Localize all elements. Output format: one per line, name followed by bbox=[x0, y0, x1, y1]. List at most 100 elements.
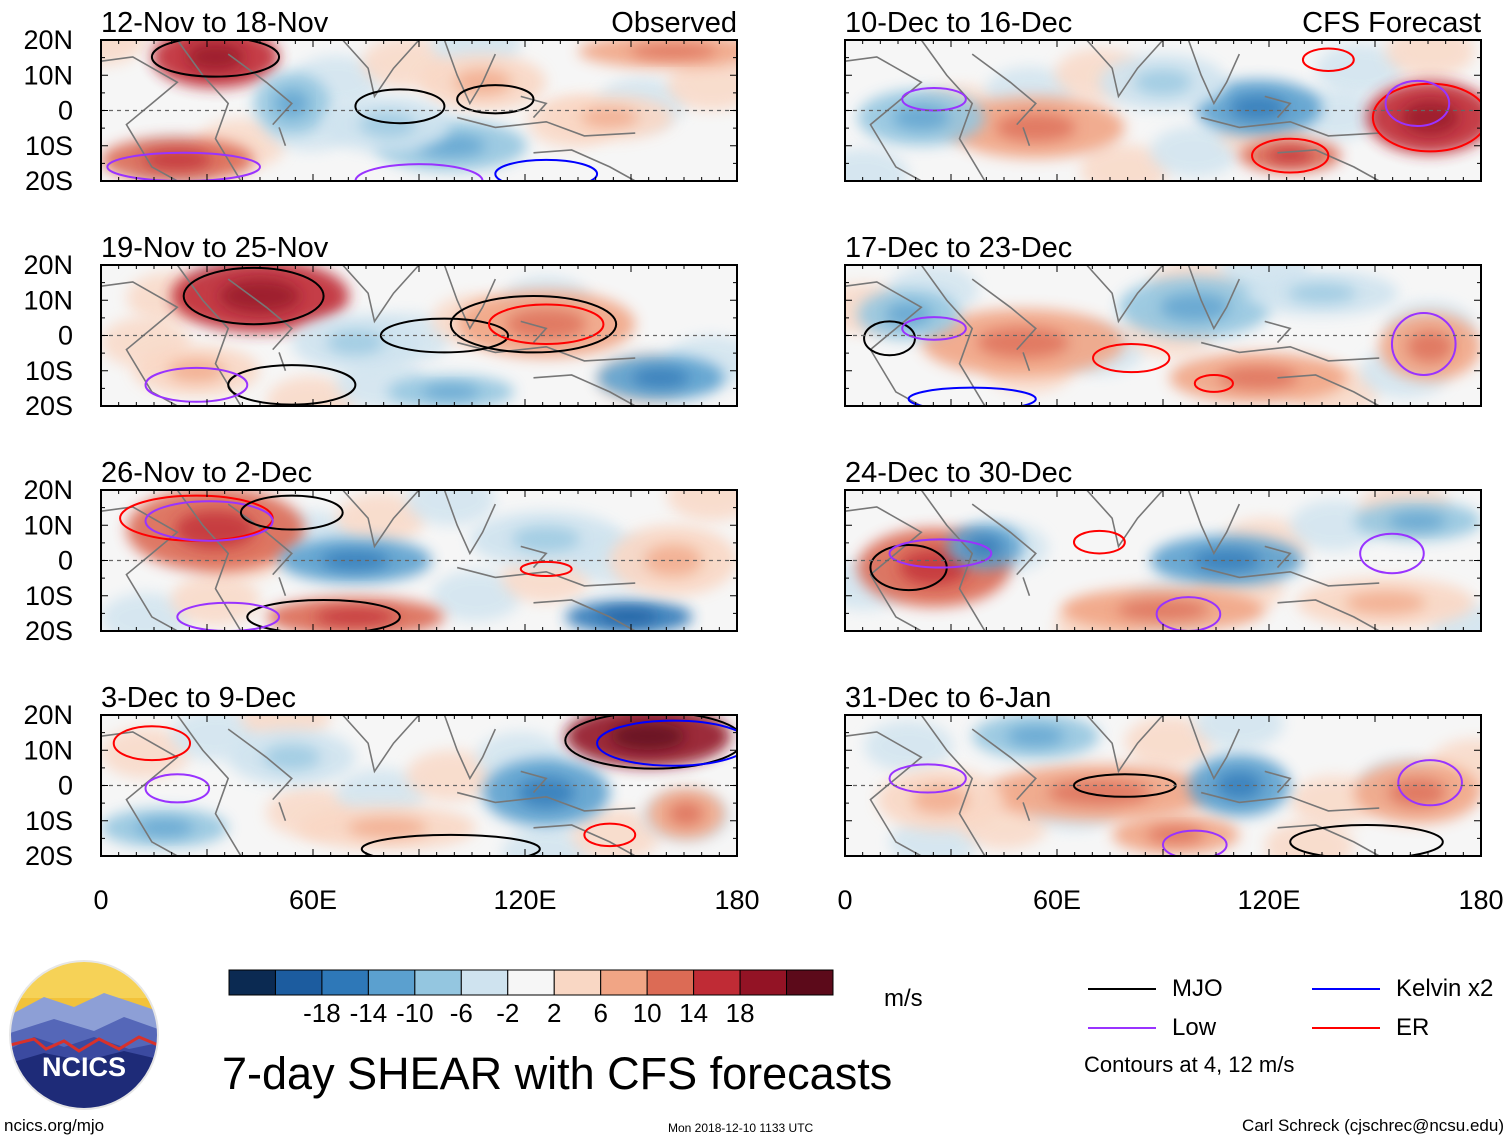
y-tick-label: 0 bbox=[58, 96, 73, 126]
colorbar-label: 18 bbox=[726, 998, 755, 1028]
y-tick-label: 20N bbox=[23, 250, 73, 280]
legend-swatch-kelvin bbox=[1312, 988, 1380, 990]
colorbar-label: -14 bbox=[350, 998, 388, 1028]
panel-title: 3-Dec to 9-Dec bbox=[101, 682, 296, 714]
x-tick-label: 180 bbox=[1458, 885, 1503, 915]
column-label-observed: Observed bbox=[611, 7, 737, 39]
colorbar-label: -18 bbox=[303, 998, 341, 1028]
contour-low bbox=[144, 366, 249, 403]
colorbar-swatch bbox=[228, 969, 276, 996]
x-tick-label: 0 bbox=[837, 885, 852, 915]
contour-note: Contours at 4, 12 m/s bbox=[1084, 1052, 1295, 1077]
panel-1: 20N 10N 0 10S 20S 12-Nov to 18-Nov Observed bbox=[23, 7, 738, 196]
legend-item-mjo: MJO bbox=[1088, 975, 1223, 1003]
legend-swatch-er bbox=[1312, 1027, 1380, 1029]
coastline bbox=[101, 715, 636, 856]
panel-7: 24-Dec to 30-Dec bbox=[844, 457, 1482, 632]
coastline bbox=[845, 40, 1380, 181]
y-tick-label: 20N bbox=[23, 475, 73, 505]
contour-mjo bbox=[150, 40, 281, 78]
contour-low bbox=[1384, 79, 1451, 128]
contour-er bbox=[112, 725, 192, 762]
panel-6: 17-Dec to 23-Dec bbox=[844, 232, 1482, 407]
panel-title: 10-Dec to 16-Dec bbox=[845, 7, 1072, 39]
contour-er bbox=[1092, 342, 1171, 374]
column-label-forecast: CFS Forecast bbox=[1302, 7, 1481, 39]
contour-mjo bbox=[239, 494, 344, 531]
panel-title: 26-Nov to 2-Dec bbox=[101, 457, 312, 489]
contour-er bbox=[519, 560, 573, 578]
contour-low bbox=[1155, 596, 1222, 631]
anomaly-field bbox=[101, 265, 737, 406]
panel-5: 10-Dec to 16-Dec CFS Forecast bbox=[844, 7, 1482, 182]
contour-low bbox=[1397, 759, 1463, 807]
y-tick-label: 10S bbox=[25, 806, 73, 836]
y-tick-label: 20N bbox=[23, 25, 73, 55]
colorbar-swatch bbox=[600, 969, 648, 996]
y-tick-label: 0 bbox=[58, 771, 73, 801]
colorbar-label: -6 bbox=[450, 998, 473, 1028]
y-tick-label: 10N bbox=[23, 510, 73, 540]
contour-mjo bbox=[354, 88, 446, 125]
panel-title: 12-Nov to 18-Nov bbox=[101, 7, 329, 39]
contour-mjo bbox=[246, 598, 401, 631]
panel-title: 31-Dec to 6-Jan bbox=[845, 682, 1051, 714]
x-tick-label: 180 bbox=[714, 885, 759, 915]
contour-er bbox=[583, 822, 637, 848]
panel-4: 20N 10N 0 10S 20S 3-Dec to 9-Dec bbox=[23, 682, 738, 871]
footer-url: ncics.org/mjo bbox=[4, 1116, 105, 1135]
y-tick-label: 10S bbox=[25, 581, 73, 611]
footer-credit: Carl Schreck (cjschrec@ncsu.edu) bbox=[1242, 1116, 1504, 1135]
contour-mjo bbox=[360, 833, 541, 856]
anomaly-field bbox=[845, 715, 1481, 856]
contour-er bbox=[487, 303, 605, 345]
contour-mjo bbox=[182, 266, 325, 326]
legend-label-kelvin: Kelvin x2 bbox=[1396, 975, 1494, 1002]
legend-label-er: ER bbox=[1396, 1014, 1430, 1041]
colorbar-units: m/s bbox=[884, 985, 923, 1012]
legend-swatch-mjo bbox=[1088, 988, 1156, 990]
legend-item-low: Low bbox=[1088, 1014, 1216, 1042]
panel-title: 24-Dec to 30-Dec bbox=[845, 457, 1072, 489]
panel-3: 20N 10N 0 10S 20S 26-Nov to 2-Dec bbox=[23, 457, 738, 646]
anomaly-field bbox=[101, 715, 737, 856]
y-tick-label: 20S bbox=[25, 616, 73, 646]
contour-mjo bbox=[564, 715, 737, 770]
coastline bbox=[101, 265, 636, 406]
contour-kelvin bbox=[907, 386, 1037, 406]
footer-timestamp: Mon 2018-12-10 1133 UTC bbox=[668, 1121, 814, 1135]
coastline bbox=[845, 265, 1380, 406]
legend-item-er: ER bbox=[1312, 1014, 1429, 1042]
coastline bbox=[845, 715, 1380, 856]
colorbar-swatch bbox=[693, 969, 741, 996]
panel-title: 17-Dec to 23-Dec bbox=[845, 232, 1072, 264]
contour-kelvin bbox=[596, 719, 737, 767]
colorbar-label: 6 bbox=[593, 998, 607, 1028]
x-tick-label: 120E bbox=[1237, 885, 1300, 915]
x-tick-label: 60E bbox=[289, 885, 337, 915]
legend-label-mjo: MJO bbox=[1172, 975, 1223, 1002]
ncics-logo: NCICS bbox=[9, 960, 159, 1110]
y-tick-label: 20N bbox=[23, 700, 73, 730]
contour-er bbox=[1301, 47, 1355, 73]
y-tick-label: 20S bbox=[25, 166, 73, 196]
figure-title: 7-day SHEAR with CFS forecasts bbox=[222, 1048, 893, 1099]
anomaly-field bbox=[845, 265, 1481, 406]
colorbar-swatch bbox=[786, 969, 834, 996]
y-tick-label: 0 bbox=[58, 321, 73, 351]
y-tick-label: 0 bbox=[58, 546, 73, 576]
y-tick-label: 20S bbox=[25, 391, 73, 421]
legend-label-low: Low bbox=[1172, 1014, 1217, 1041]
colorbar-swatch bbox=[414, 969, 462, 996]
panel-8: 31-Dec to 6-Jan bbox=[844, 682, 1482, 857]
colorbar-swatch bbox=[646, 969, 695, 996]
legend-item-kelvin: Kelvin x2 bbox=[1312, 975, 1493, 1003]
contour-low bbox=[176, 601, 281, 631]
contour-low bbox=[888, 763, 967, 794]
x-tick-label: 0 bbox=[93, 885, 108, 915]
anomaly-field bbox=[101, 40, 737, 181]
anomaly-field bbox=[845, 490, 1481, 631]
contour-low bbox=[144, 500, 274, 542]
contour-low bbox=[888, 538, 993, 569]
